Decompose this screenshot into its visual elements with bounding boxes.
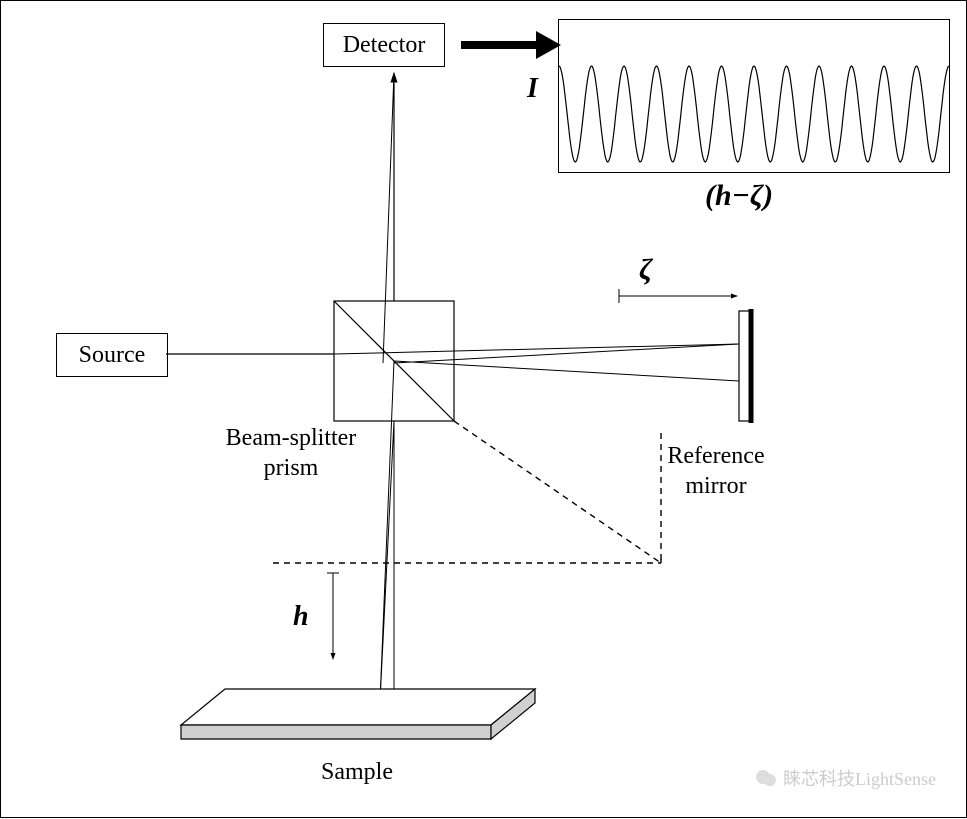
sample-label: Sample — [321, 759, 393, 786]
wechat-icon — [755, 767, 777, 789]
h-label: h — [293, 601, 309, 633]
h-minus-zeta-label: (h−ζ) — [705, 179, 773, 213]
zeta-label: ζ — [639, 253, 652, 287]
source-label: Source — [79, 342, 146, 369]
I-label: I — [527, 73, 538, 105]
detector-label: Detector — [343, 32, 426, 59]
waveform-box — [558, 19, 950, 173]
reference-mirror-label: Reference mirror — [636, 441, 796, 501]
detector-box: Detector — [323, 23, 445, 67]
beamsplitter-label: Beam-splitter prism — [191, 423, 391, 483]
waveform-svg — [559, 20, 949, 172]
watermark: 睐芯科技LightSense — [755, 765, 936, 791]
diagram-canvas: Detector Source — [0, 0, 967, 818]
source-box: Source — [56, 333, 168, 377]
